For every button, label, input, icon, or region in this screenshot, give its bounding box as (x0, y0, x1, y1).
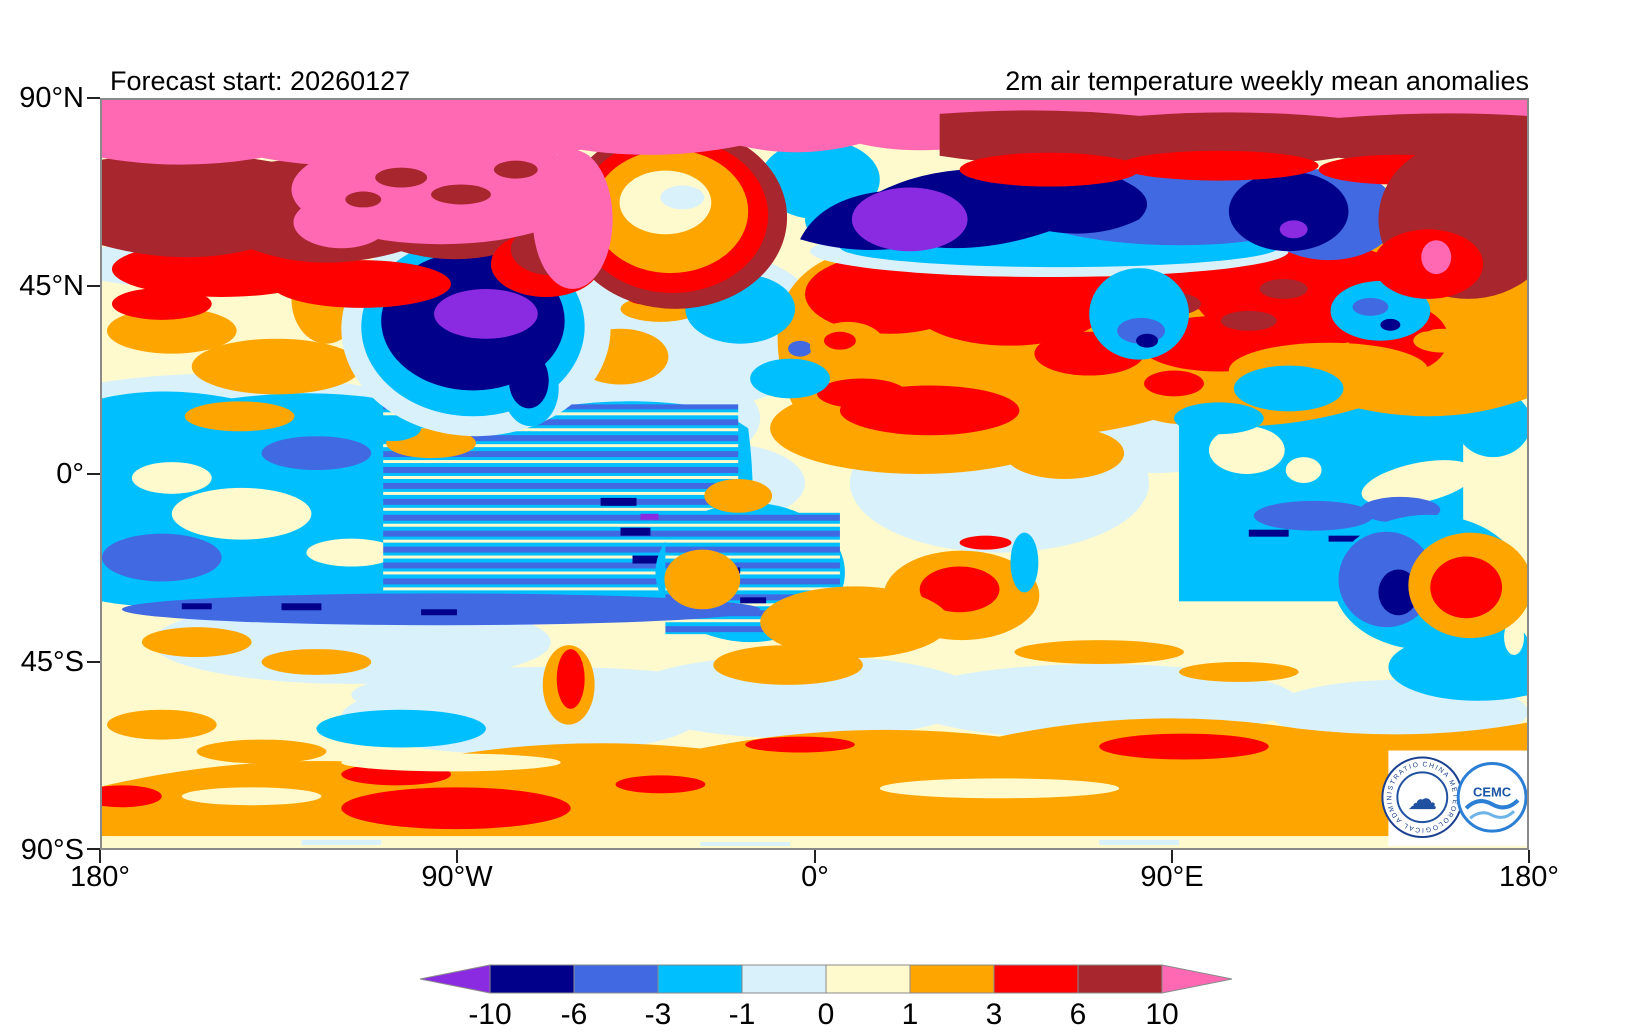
map-region-southern-warm-patches (106, 627, 1299, 764)
colorbar-arrow-below (420, 964, 491, 994)
lat-tick (87, 661, 100, 663)
colorbar-seg-4 (741, 964, 827, 994)
lat-tick (87, 473, 100, 475)
map-region-greenland (563, 125, 788, 309)
colorbar-label: 3 (986, 998, 1003, 1031)
map-region-east-asia-cold (1173, 281, 1431, 435)
lat-label-45n: 45°N (19, 270, 84, 302)
lon-tick (99, 850, 101, 863)
map-region-central-asia-cold (1089, 268, 1189, 360)
lon-label-90e: 90°E (1140, 861, 1204, 893)
map-region-south-america (542, 478, 773, 725)
lon-label-0: 0° (801, 861, 829, 893)
lat-label-0: 0° (56, 458, 84, 490)
colorbar-label: 10 (1145, 998, 1178, 1031)
lon-tick (456, 850, 458, 863)
lat-tick (87, 97, 100, 99)
colorbar-label: 0 (818, 998, 835, 1031)
cemc-label: CEMC (1473, 784, 1511, 799)
lat-tick (87, 285, 100, 287)
lon-label-180w: 180° (70, 861, 130, 893)
forecast-start-text: Forecast start: 20260127 (110, 66, 411, 96)
anomaly-map-panel: ☁ CHINA METEOROLOGICAL ADMINISTRATION CE… (100, 98, 1529, 850)
map-region-africa-warm (713, 378, 1125, 685)
lon-tick (1528, 850, 1530, 863)
colorbar-label: -1 (729, 998, 756, 1031)
map-region-australia (1333, 514, 1527, 651)
map-region-arctic-siberia-warm (939, 110, 1527, 299)
lon-tick (814, 850, 816, 863)
colorbar-seg-8 (1077, 964, 1163, 994)
lat-label-90s: 90°S (20, 834, 84, 866)
colorbar: -10 -6 -3 -1 0 1 3 6 10 (420, 964, 1233, 1031)
cemc-logo: CEMC (1456, 761, 1527, 833)
colorbar-label: 6 (1070, 998, 1087, 1031)
colorbar-label: -6 (561, 998, 588, 1031)
colorbar-seg-5 (825, 964, 911, 994)
lon-label-180e: 180° (1499, 861, 1559, 893)
lat-tick (87, 848, 100, 850)
colorbar-label: -3 (645, 998, 672, 1031)
lat-label-90n: 90°N (19, 82, 84, 114)
cma-cloud-icon: ☁ (1407, 783, 1437, 816)
colorbar-seg-3 (657, 964, 743, 994)
anomaly-map: ☁ CHINA METEOROLOGICAL ADMINISTRATION CE… (102, 100, 1527, 848)
colorbar-seg-1 (489, 964, 575, 994)
map-region-antarctic-warm-belt (102, 718, 1527, 848)
lat-label-45s: 45°S (20, 646, 84, 678)
colorbar-seg-6 (909, 964, 995, 994)
colorbar-seg-7 (993, 964, 1079, 994)
colorbar-seg-2 (573, 964, 659, 994)
lon-tick (1171, 850, 1173, 863)
map-region-arctic-islands (345, 160, 538, 208)
colorbar-arrow-above (1161, 964, 1233, 994)
colorbar-label: 1 (902, 998, 919, 1031)
colorbar-label: -10 (468, 998, 511, 1031)
lon-label-90w: 90°W (421, 861, 493, 893)
plot-title: 2m air temperature weekly mean anomalies (1005, 66, 1529, 96)
